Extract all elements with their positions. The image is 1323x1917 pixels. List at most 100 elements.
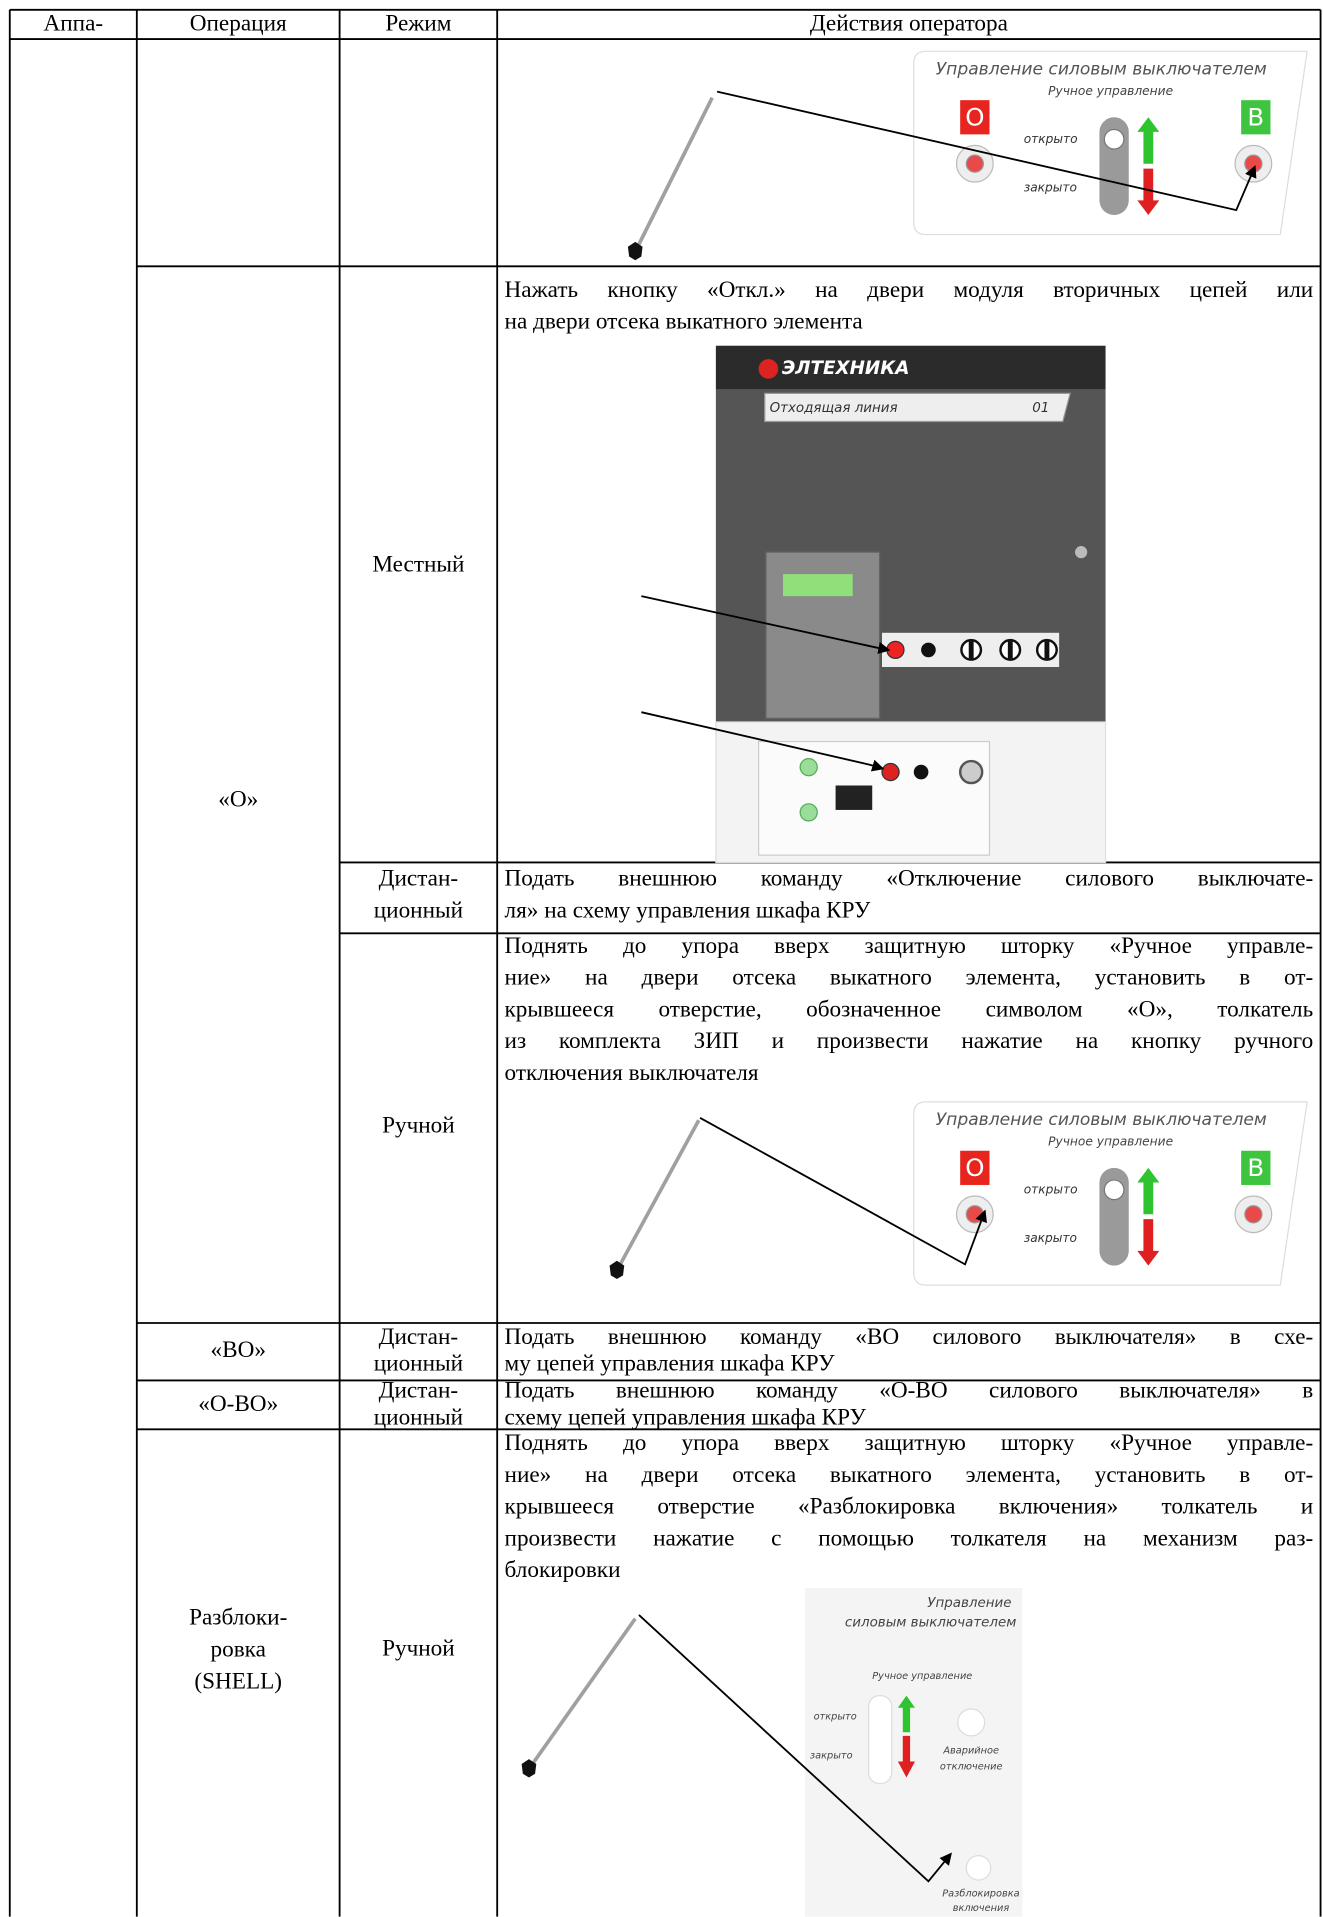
- action-line: Подать внешнюю команду «ВО силового выкл…: [504, 1324, 1314, 1350]
- action-line: крывшееся отверстие «Разблокировка включ…: [504, 1494, 1314, 1520]
- down-arrow: [1137, 1219, 1160, 1266]
- action-line: отключения выключателя: [504, 1060, 759, 1087]
- switch-handle: [1044, 641, 1050, 659]
- off-square: [960, 100, 990, 135]
- grid: [8, 8, 1322, 1917]
- on-label: В: [1247, 1153, 1264, 1182]
- action-line: на двери отсека выкатного элемента: [504, 309, 863, 335]
- cabinet: ЭЛТЕХНИКА Отходящая линия 01: [715, 345, 1107, 864]
- mode-cell: Ручной: [382, 1112, 455, 1139]
- door-label: Отходящая линия: [770, 401, 898, 416]
- action-line: крывшееся отверстие, обозначенное символ…: [504, 996, 1314, 1023]
- operation-cell: ровка: [210, 1636, 266, 1663]
- pusher-knob: [609, 1260, 625, 1280]
- pusher-knob: [521, 1759, 537, 1778]
- shutter-hole: [1103, 1179, 1125, 1201]
- shutter-hole: [1103, 128, 1125, 150]
- shell-title: Управление: [927, 1596, 1011, 1611]
- action-line: Подать внешнюю команду «Отключение силов…: [504, 866, 1314, 892]
- unlock-label: Разблокировка: [942, 1887, 1019, 1899]
- action-line: блокировки: [504, 1557, 621, 1584]
- header-cell: Аппа-: [43, 10, 104, 37]
- off-square: [960, 1150, 990, 1185]
- pointer-arrow: [641, 595, 891, 654]
- down-arrow: [897, 1735, 915, 1778]
- shell-close: закрыто: [810, 1750, 853, 1761]
- close-label: закрыто: [1024, 181, 1077, 195]
- mode-cell: Ручной: [382, 1635, 455, 1662]
- action-line: Нажать кнопку «Откл.» на двери модуля вт…: [504, 277, 1314, 303]
- unlock-hole: [965, 1855, 992, 1881]
- header-cell: Операция: [189, 10, 287, 37]
- lower-display: [835, 785, 873, 810]
- action-line: схему цепей управления шкафа КРУ: [504, 1404, 866, 1431]
- emergency-hole: [957, 1708, 986, 1737]
- cabinet-top: [715, 345, 1106, 390]
- control-panel: Управление силовым выключателем Ручное уп…: [913, 1101, 1308, 1286]
- panel-subtitle: Ручное управление: [1048, 1135, 1173, 1149]
- control-panel: Управление силовым выключателем Ручное уп…: [913, 50, 1308, 236]
- on-square: [1241, 100, 1271, 135]
- off-label: О: [965, 102, 984, 131]
- lower-green: [799, 758, 818, 777]
- pusher-knob: [627, 241, 643, 261]
- shell-title: силовым выключателем: [845, 1615, 1016, 1630]
- action-line: произвести нажатие с помощью толкателя н…: [504, 1525, 1314, 1552]
- action-line: Поднять до упора вверх защитную шторку «…: [504, 933, 1314, 959]
- mode-cell: ционный: [373, 1404, 464, 1431]
- emergency-label: отключение: [940, 1761, 1003, 1772]
- close-label: закрыто: [1024, 1231, 1077, 1245]
- operation-cell: Разблоки-: [189, 1605, 288, 1631]
- lower-red: [881, 762, 900, 782]
- button-core: [965, 154, 985, 173]
- switch-handle: [968, 641, 974, 659]
- operation-cell: «ВО»: [210, 1337, 266, 1364]
- lower-panel: [758, 740, 991, 856]
- shell-subtitle: Ручное управление: [872, 1671, 972, 1682]
- action-line: Подать внешнюю команду «О-ВО силового вы…: [504, 1377, 1314, 1404]
- mode-cell: Дистан-: [378, 1324, 459, 1350]
- lower-black: [913, 764, 929, 780]
- emergency-label: Аварийное: [942, 1746, 999, 1757]
- open-label: открыто: [1024, 1182, 1078, 1196]
- header-cell: Режим: [385, 10, 452, 37]
- up-arrow: [1137, 1167, 1160, 1215]
- brand-logo: [758, 359, 779, 379]
- shell-panel: Управление силовым выключателем Ручное упр…: [805, 1588, 1023, 1917]
- door-label-plate: [764, 392, 1071, 423]
- action-line: Поднять до упора вверх защитную шторку «…: [504, 1430, 1314, 1457]
- door-number: 01: [1032, 401, 1049, 416]
- switch-handle: [1007, 641, 1013, 659]
- pointer-arrow: [641, 711, 885, 772]
- up-arrow: [897, 1695, 915, 1733]
- action-line: му цепей управления шкафа КРУ: [504, 1351, 835, 1377]
- button-core: [1244, 1205, 1263, 1224]
- on-label: В: [1247, 102, 1264, 131]
- mode-cell: ционный: [373, 1351, 464, 1377]
- action-line: ля» на схему управления шкафа КРУ: [504, 897, 871, 924]
- lower-green: [799, 803, 818, 822]
- panel-subtitle: Ручное управление: [1048, 84, 1173, 98]
- red-button: [886, 640, 905, 660]
- up-arrow: [1137, 117, 1160, 164]
- operation-cell: «О-ВО»: [198, 1391, 279, 1418]
- display-screen: [783, 574, 853, 597]
- open-label: открыто: [1024, 132, 1078, 146]
- cabinet-brand: ЭЛТЕХНИКА: [782, 358, 910, 379]
- pusher-rod: [527, 1617, 637, 1770]
- header-cell: Действия оператора: [809, 10, 1008, 37]
- unlock-label: включения: [953, 1903, 1010, 1914]
- panel-title: Управление силовым выключателем: [936, 60, 1267, 80]
- action-line: ние» на двери отсека выкатного элемента,…: [504, 965, 1314, 991]
- operation-cell: (SHELL): [194, 1668, 283, 1695]
- down-arrow: [1137, 168, 1160, 216]
- off-label: О: [965, 1153, 984, 1182]
- pointer-arrow: [699, 1116, 987, 1266]
- mode-cell: Дистан-: [378, 1377, 459, 1404]
- shell-open: открыто: [814, 1711, 857, 1722]
- pusher-rod: [615, 1119, 701, 1272]
- pointer-arrow: [716, 90, 1257, 212]
- operation-cell: «О»: [218, 786, 259, 813]
- lower-gear: [958, 759, 984, 785]
